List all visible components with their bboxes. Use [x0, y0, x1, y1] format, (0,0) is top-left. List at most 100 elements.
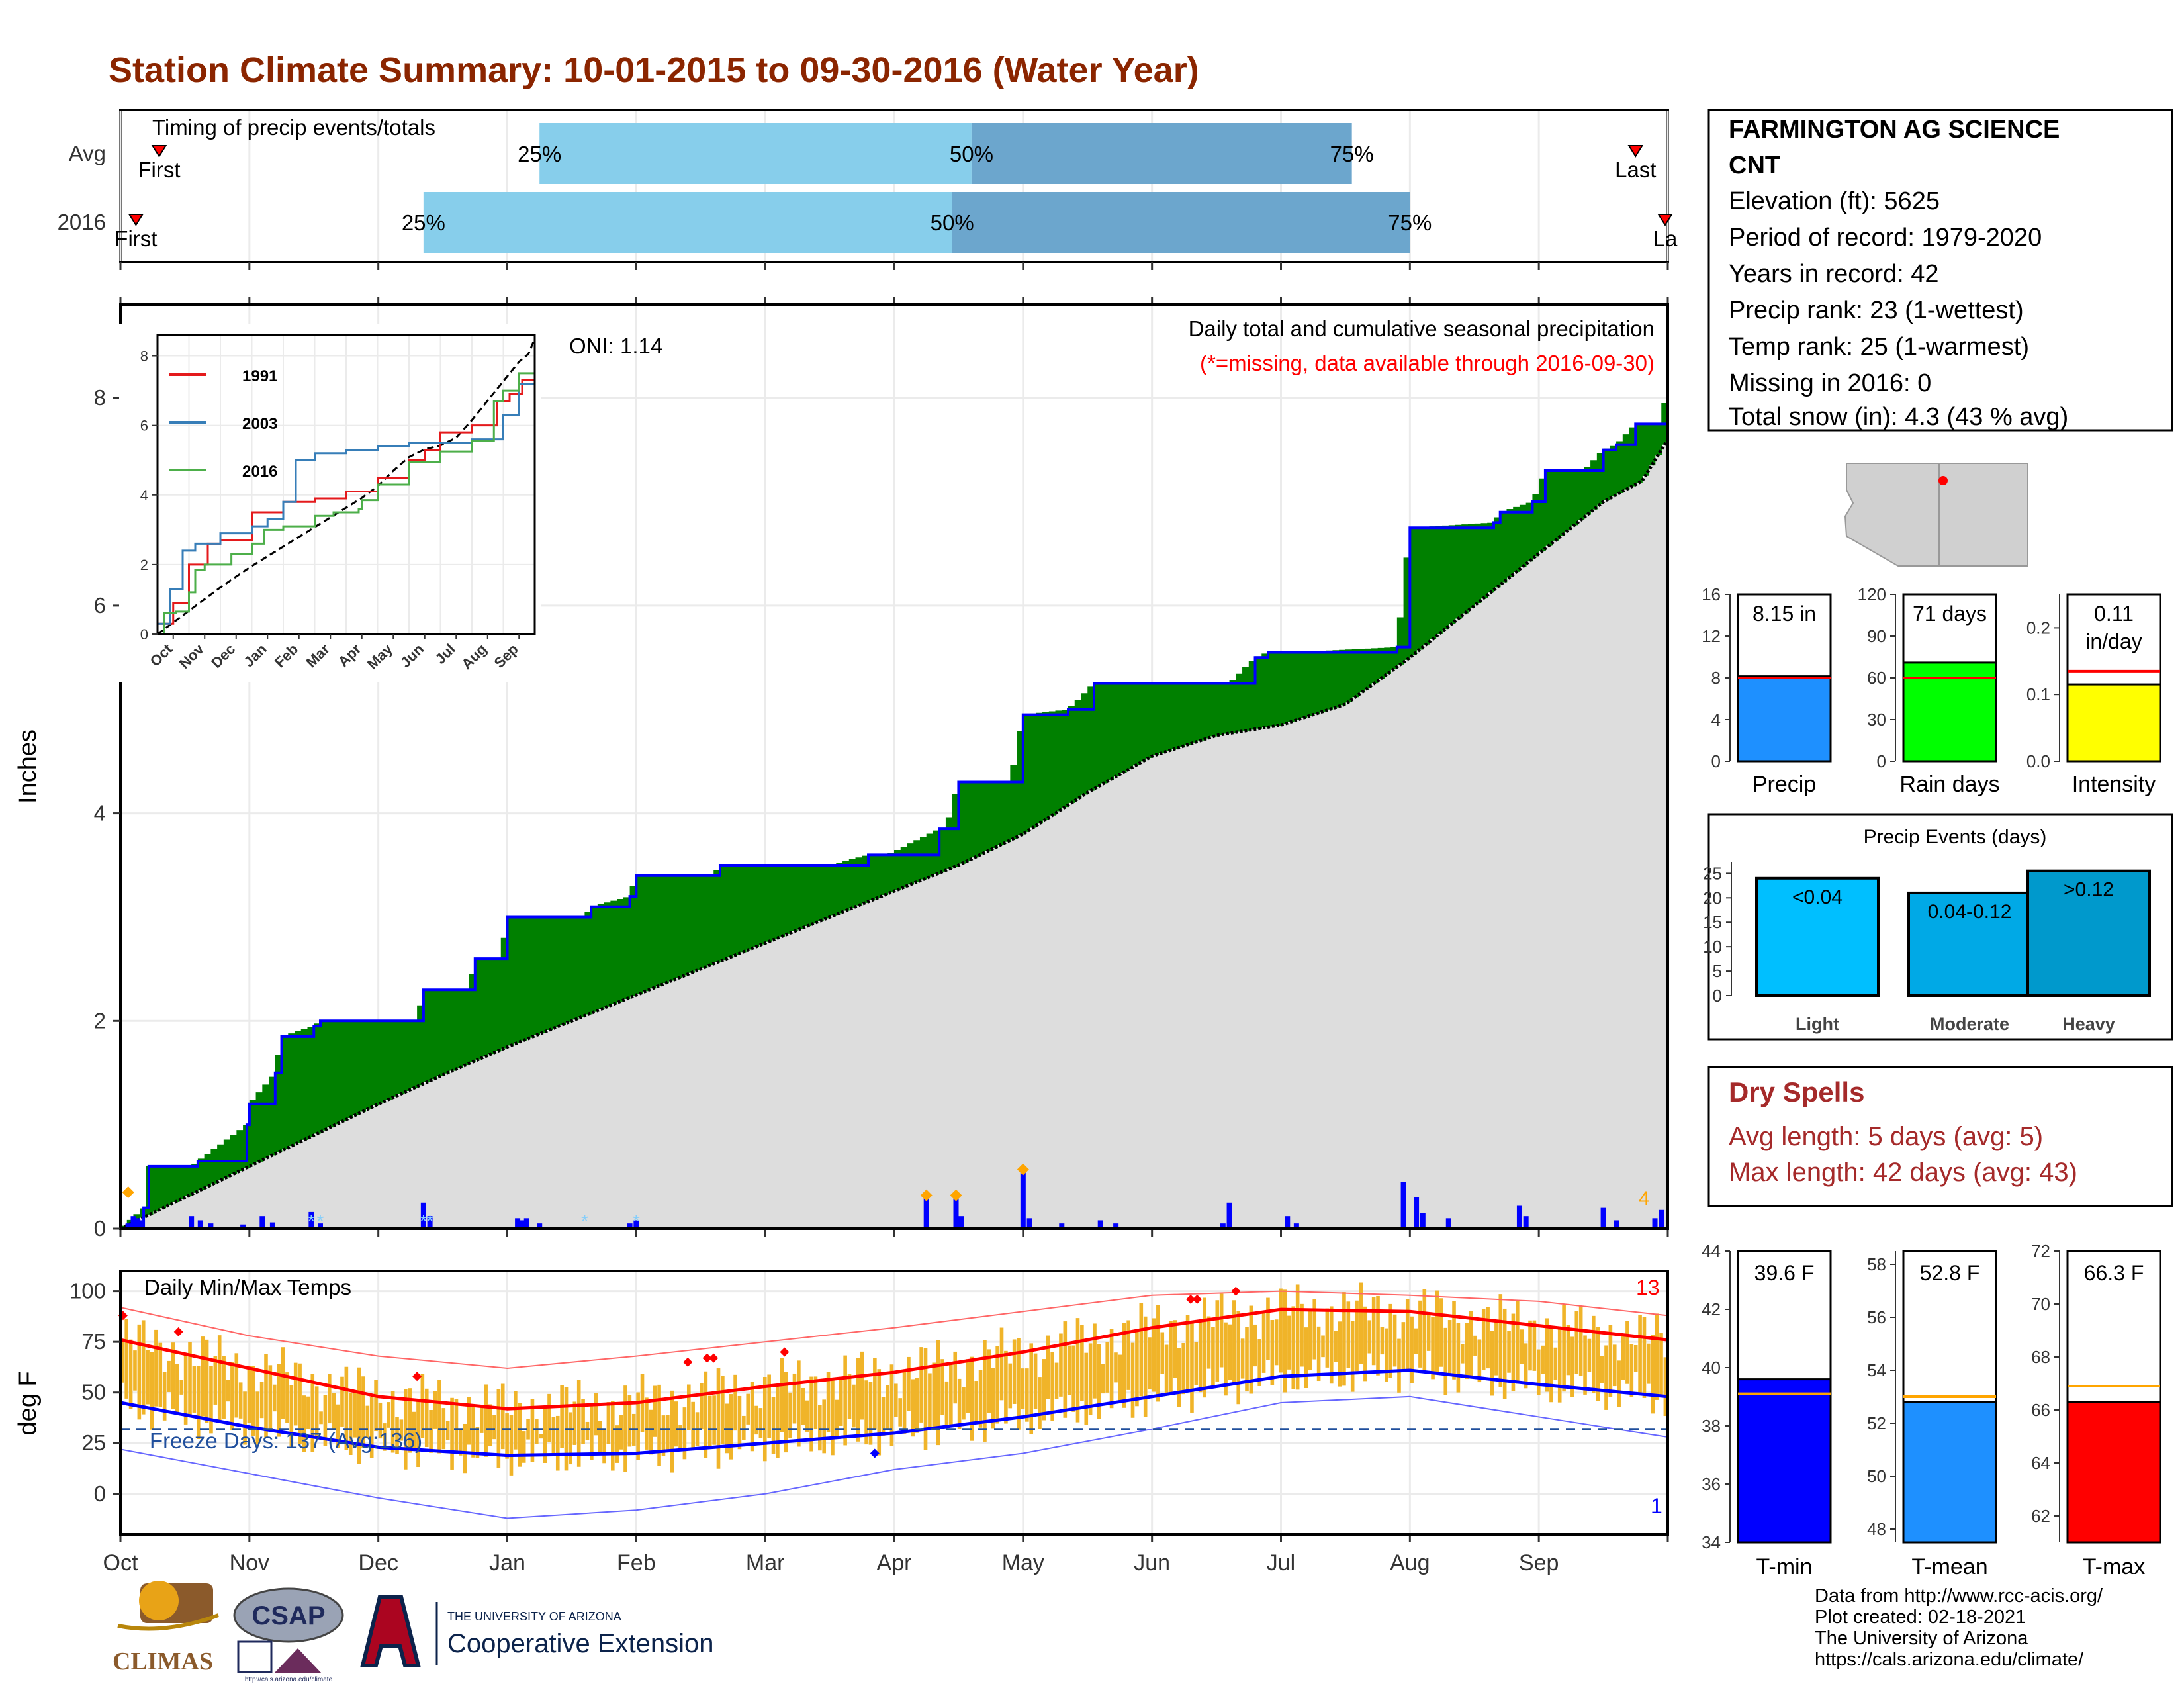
daily-temp-bar [1283, 1289, 1287, 1393]
temp-summary-label: T-mean [1911, 1554, 1987, 1579]
daily-temp-bar [1367, 1320, 1372, 1354]
daily-temp-bar [585, 1421, 590, 1441]
temp-summary-y-tick-label: 36 [1702, 1474, 1721, 1494]
daily-temp-bar [704, 1371, 708, 1458]
daily-temp-bar [1380, 1327, 1385, 1355]
daily-temp-bar [754, 1405, 758, 1435]
daily-temp-bar [873, 1358, 877, 1430]
daily-temp-bar [1346, 1301, 1351, 1368]
daily-precip-bar [1614, 1220, 1619, 1229]
daily-temp-bar [1025, 1368, 1029, 1422]
station-box-frame [1707, 109, 2173, 432]
temp-summary-y-tick-label: 70 [2031, 1294, 2050, 1314]
precip-events-panel: Precip Events (days) 0 5 10 15 20 25 <0.04 Ligh… [1703, 813, 2173, 1041]
daily-temp-bar [1570, 1336, 1574, 1397]
daily-temp-bar [1414, 1328, 1418, 1354]
daily-temp-bar [615, 1425, 619, 1463]
temp-lines [118, 1286, 1668, 1519]
temp-panel-frame [119, 1270, 1669, 1536]
daily-temp-bar [923, 1348, 928, 1450]
daily-temp-bar [1405, 1299, 1410, 1369]
daily-temp-bar [1190, 1323, 1194, 1413]
daily-temp-bar [285, 1372, 289, 1423]
daily-precip-bar [515, 1218, 521, 1229]
daily-temp-bar [124, 1319, 128, 1399]
daily-precip-bar [923, 1197, 929, 1229]
daily-temp-bar [889, 1364, 894, 1446]
daily-temp-bar [767, 1374, 771, 1438]
daily-temp-bar [1452, 1301, 1456, 1380]
station-precip-rank: Precip rank: 23 (1-wettest) [1729, 297, 2024, 324]
inset-series-2003 [158, 342, 536, 625]
daily-precip-bar [1026, 1218, 1032, 1229]
daily-temp-bar [183, 1354, 188, 1425]
daily-temp-bar [1435, 1290, 1439, 1373]
precip-panel-frame [119, 303, 1669, 1230]
summary-y-tick-label: 0.2 [2026, 618, 2050, 637]
timing-row-2016-label: 2016 [58, 210, 106, 234]
daily-temp-bar [619, 1415, 623, 1450]
daily-temp-bar [255, 1391, 260, 1445]
temp-summary-y-tick-label: 38 [1702, 1416, 1721, 1436]
daily-temp-bar [746, 1393, 751, 1425]
temp-summary-y-tick-label: 58 [1867, 1254, 1886, 1274]
daily-precip-bar [427, 1216, 433, 1229]
daily-temp-bar [454, 1399, 459, 1452]
record-min-count: 1 [1651, 1494, 1662, 1518]
daily-temp-bar [1447, 1320, 1452, 1374]
temp-y-tick-label: 100 [69, 1279, 106, 1303]
daily-temp-bar [928, 1373, 932, 1430]
daily-temp-bar [678, 1425, 682, 1450]
daily-temp-bar [1215, 1300, 1220, 1382]
daily-temp-bar [1185, 1315, 1190, 1391]
events-bar-moderate [1907, 891, 2032, 998]
temp-summary-value: 66.3 F [2084, 1261, 2144, 1285]
station-elevation: Elevation (ft): 5625 [1729, 187, 1940, 215]
precip-y-tick-label: 6 [94, 593, 106, 618]
record-min-line [120, 1395, 1668, 1519]
events-category-label: Moderate [1930, 1014, 2009, 1034]
daily-temp-bar [234, 1353, 239, 1418]
daily-temp-bar [750, 1382, 754, 1452]
daily-temp-bar [957, 1378, 962, 1429]
daily-temp-bar [314, 1386, 319, 1438]
summary-y-tick-label: 0.0 [2026, 751, 2050, 771]
credit-data-source: Data from http://www.rcc-acis.org/ [1815, 1585, 2103, 1607]
new-mexico-shape [1938, 463, 2028, 567]
daily-temp-bar [1274, 1319, 1279, 1366]
daily-temp-bar [712, 1395, 716, 1445]
temp-summary-bar-t-min [1737, 1378, 1832, 1544]
daily-temp-bar [383, 1423, 387, 1451]
daily-temp-bar [1385, 1328, 1388, 1382]
daily-temp-bar [120, 1340, 124, 1383]
temp-summary-y-tick-label: 52 [1867, 1413, 1886, 1433]
daily-temp-bar [826, 1372, 831, 1432]
daily-temp-bar [970, 1356, 974, 1441]
daily-temp-bar [1321, 1335, 1325, 1358]
temp-summary-bar-t-mean [1902, 1401, 1997, 1544]
credits: Data from http://www.rcc-acis.org/ Plot … [1815, 1585, 2103, 1670]
daily-temp-bar [1608, 1325, 1613, 1397]
daily-temp-bar [547, 1393, 551, 1442]
first-event-label: First [138, 158, 180, 182]
daily-temp-bar [1574, 1311, 1579, 1374]
daily-temp-bar [661, 1415, 666, 1457]
daily-temp-bar [1224, 1322, 1228, 1396]
daily-temp-bar [1520, 1329, 1524, 1364]
daily-precip-bar [1414, 1197, 1420, 1229]
ua-small-text: THE UNIVERSITY OF ARIZONA [447, 1610, 621, 1623]
daily-temp-bar [1181, 1342, 1185, 1395]
daily-temp-bar [302, 1395, 306, 1452]
daily-temp-bar [1600, 1356, 1604, 1383]
daily-temp-bar [611, 1401, 615, 1471]
daily-temp-bar [522, 1431, 526, 1463]
daily-temp-bar [226, 1380, 230, 1402]
temp-summary-y-tick-label: 34 [1702, 1532, 1721, 1552]
daily-temp-bar [1401, 1322, 1406, 1372]
daily-temp-bar [1502, 1308, 1507, 1399]
daily-temp-bar [1173, 1320, 1177, 1378]
inset-frame [156, 334, 536, 635]
daily-precip-bar [208, 1223, 214, 1229]
daily-temp-bar [1604, 1345, 1608, 1410]
